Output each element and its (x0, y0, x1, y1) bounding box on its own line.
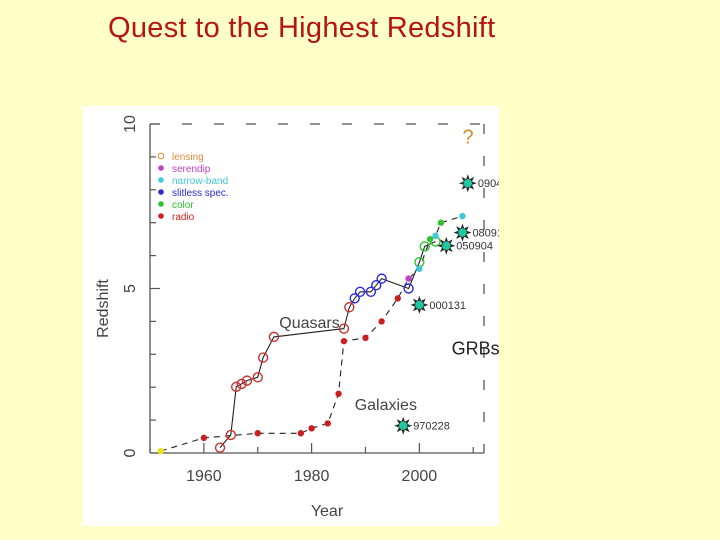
quasar-point (354, 286, 366, 297)
legend-label: color (172, 200, 194, 211)
x-tick-label: 2000 (402, 468, 438, 485)
galaxies-line (160, 215, 463, 452)
galaxy-point (394, 295, 402, 302)
quasar-point (376, 273, 387, 284)
legend-label: narrow-band (172, 176, 228, 187)
galaxy-point (254, 430, 261, 437)
legend-marker (158, 165, 164, 171)
slide-title: Quest to the Highest Redshift (108, 12, 496, 44)
legend-marker (158, 213, 164, 219)
galaxy-point (200, 434, 208, 442)
galaxy-point (335, 390, 342, 397)
redshift-chart: 1960 1980 2000 0 5 10 ? lensing serendip narrow… (83, 106, 515, 526)
series-lines (160, 215, 463, 452)
grb-label: 970228 (413, 421, 450, 433)
grb-star-core (463, 179, 473, 188)
galaxy-point (378, 318, 385, 325)
grb-label: 050904 (456, 241, 493, 253)
grb-label: 090423 (478, 178, 499, 190)
galaxy-point (362, 334, 369, 342)
y-tick-label: 10 (122, 115, 139, 133)
quasar-point (225, 429, 237, 441)
legend-marker (158, 189, 164, 195)
chart-svg: 1960 1980 2000 0 5 10 ? lensingserendipnarrow… (95, 115, 515, 520)
quasar-point (338, 323, 350, 334)
galaxies-annotation: Galaxies (355, 397, 417, 414)
galaxy-point (437, 219, 445, 226)
galaxy-point (416, 265, 423, 272)
grbs-annotation: GRBs (452, 338, 499, 358)
quasar-point (365, 286, 377, 297)
legend-marker (158, 201, 164, 207)
grb-star-core (398, 421, 408, 430)
grb-label: 080913 (472, 228, 499, 240)
quasar-point (371, 280, 382, 291)
legend-label: slitless spec. (172, 188, 229, 199)
legend-marker (158, 177, 164, 183)
quasar-point (236, 378, 247, 390)
quasars-annotation: Quasars (279, 315, 339, 332)
galaxy-point (308, 425, 315, 432)
quasar-point (419, 241, 430, 252)
y-tick-label: 5 (122, 284, 139, 293)
legend-label: radio (172, 212, 195, 223)
quasar-point (403, 283, 414, 294)
galaxy-point (324, 420, 331, 427)
galaxy-point (405, 275, 412, 282)
question-mark: ? (462, 127, 473, 149)
galaxy-point (297, 430, 305, 437)
quasar-point (230, 381, 242, 393)
galaxy-point (157, 447, 164, 455)
y-tick-label: 0 (122, 448, 139, 457)
series-marks: 970228 000131 050904080913 090423 (157, 174, 515, 455)
x-tick-label: 1980 (294, 468, 330, 485)
quasar-point (344, 302, 355, 313)
quasar-point (252, 372, 263, 383)
grb-star-core (415, 300, 424, 310)
quasar-point (257, 352, 269, 363)
legend-marker (157, 152, 165, 160)
galaxy-point (340, 337, 348, 345)
galaxy-point (432, 232, 439, 240)
galaxy-point (426, 235, 434, 243)
legend-label: serendip (172, 164, 211, 175)
x-tick-label: 1960 (186, 468, 222, 485)
legend-label: lensing (172, 152, 204, 163)
galaxy-point (459, 212, 466, 220)
quasar-point (349, 293, 360, 304)
quasars-line (219, 240, 436, 449)
x-axis-label: Year (311, 503, 344, 520)
quasar-point (214, 442, 226, 453)
quasar-point (241, 375, 253, 386)
y-axis-label: Redshift (95, 279, 112, 338)
grb-star-core (442, 241, 451, 250)
grb-star-core (458, 228, 467, 237)
grb-label: 000131 (429, 300, 466, 312)
quasar-point (268, 331, 280, 343)
axis-ticks: 1960 1980 2000 0 5 10 (122, 115, 474, 485)
